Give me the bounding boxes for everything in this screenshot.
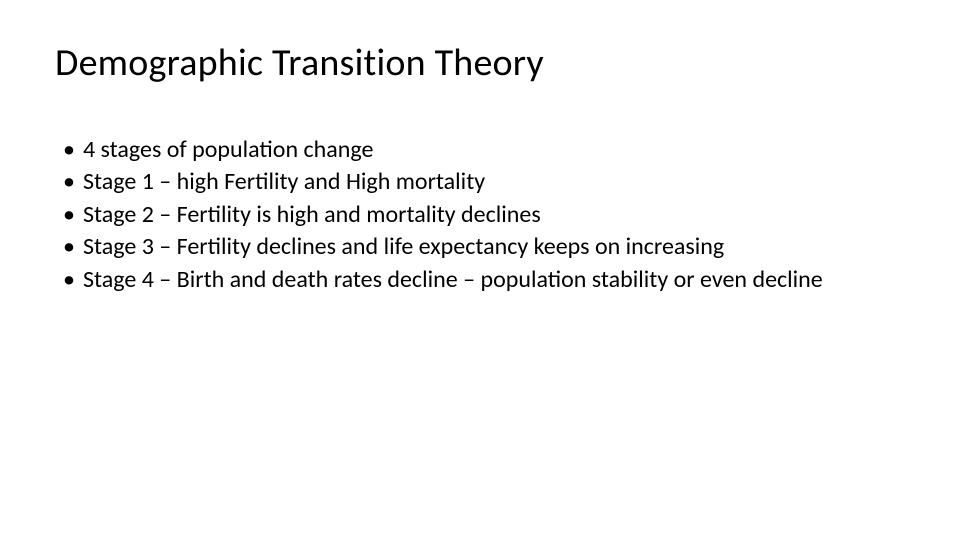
list-item: • Stage 3 – Fertility declines and life … (63, 231, 905, 263)
list-item: • Stage 4 – Birth and death rates declin… (63, 264, 905, 296)
bullet-text: Stage 4 – Birth and death rates decline … (83, 264, 905, 296)
bullet-icon: • (63, 199, 75, 231)
bullet-icon: • (63, 264, 75, 296)
bullet-text: Stage 2 – Fertility is high and mortalit… (83, 199, 905, 231)
list-item: • Stage 1 – high Fertility and High mort… (63, 166, 905, 198)
bullet-icon: • (63, 134, 75, 166)
bullet-list: • 4 stages of population change • Stage … (55, 134, 905, 296)
bullet-icon: • (63, 166, 75, 198)
list-item: • 4 stages of population change (63, 134, 905, 166)
bullet-text: 4 stages of population change (83, 134, 905, 166)
bullet-icon: • (63, 231, 75, 263)
slide-title: Demographic Transition Theory (55, 40, 905, 86)
list-item: • Stage 2 – Fertility is high and mortal… (63, 199, 905, 231)
bullet-text: Stage 3 – Fertility declines and life ex… (83, 231, 905, 263)
bullet-text: Stage 1 – high Fertility and High mortal… (83, 166, 905, 198)
